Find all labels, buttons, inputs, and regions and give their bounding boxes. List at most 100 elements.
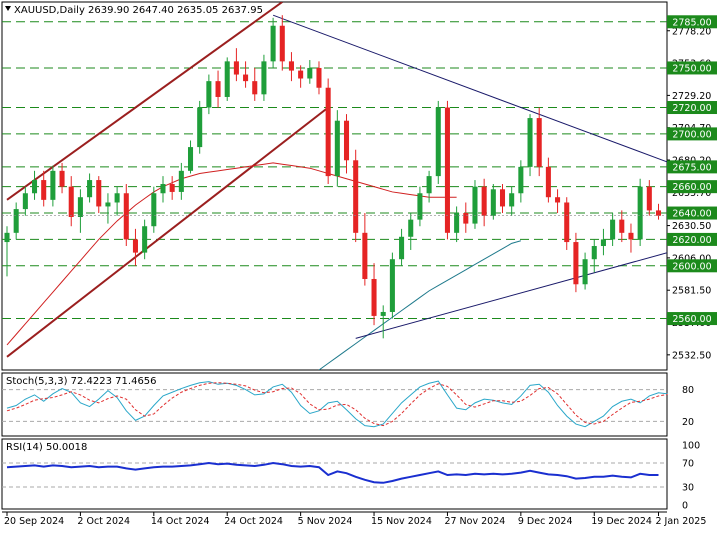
pane-frame-main: [1, 1, 668, 371]
candle-body: [187, 147, 194, 171]
candle-body: [307, 67, 313, 79]
x-tick-label: 27 Nov 2024: [444, 516, 505, 527]
candle-body: [243, 74, 249, 82]
candle-body: [224, 61, 230, 97]
level-tag: [667, 15, 717, 29]
candle-body: [481, 186, 487, 216]
candle-body: [353, 160, 359, 233]
level-tag: [667, 160, 717, 174]
level-tag-label: 2750.00: [672, 63, 711, 74]
candle-body: [77, 197, 83, 217]
candle-body: [591, 246, 597, 260]
level-tag: [667, 259, 717, 273]
level-tag-label: 2720.00: [672, 103, 711, 114]
candle-body: [114, 193, 120, 203]
stoch-label: Stoch(5,3,3) 72.4223 71.4656: [6, 376, 157, 387]
level-tag-label: 2640.00: [672, 209, 711, 220]
rsi-tick-label: 0: [682, 501, 688, 512]
candle-body: [509, 193, 515, 207]
candle-body: [68, 186, 74, 217]
rsi-tick-label: 100: [682, 441, 700, 452]
y-tick-label: 2729.20: [672, 91, 711, 102]
resistance-line: [272, 14, 667, 163]
candle-body: [573, 242, 579, 285]
chart-ohlc-label: 2639.90 2647.40 2635.05 2637.95: [88, 5, 263, 16]
y-tick-label: 2655.70: [672, 188, 711, 199]
candle-body: [637, 186, 643, 240]
candle-body: [96, 180, 102, 207]
candle-body: [380, 311, 386, 316]
rsi-label: RSI(14) 50.0018: [6, 442, 87, 453]
candle-body: [298, 70, 304, 79]
level-tag-label: 2675.00: [672, 162, 711, 173]
candle-body: [454, 213, 460, 233]
x-tick-label: 5 Nov 2024: [298, 516, 353, 527]
candle-body: [619, 219, 625, 233]
candle-body: [408, 219, 414, 237]
y-tick-label: 2606.00: [672, 253, 711, 264]
candle-body: [233, 61, 239, 75]
support-line: [355, 252, 667, 339]
candle-body: [564, 202, 570, 243]
level-tag-label: 2620.00: [672, 235, 711, 246]
y-tick-label: 2778.20: [672, 26, 711, 37]
candle-body: [279, 25, 285, 62]
rsi-line: [6, 461, 659, 484]
candle-body: [59, 170, 65, 187]
candle-body: [41, 180, 47, 200]
level-tag: [667, 61, 717, 75]
pane-frame-stoch: [1, 372, 668, 437]
candle-body: [325, 87, 331, 177]
candle-body: [252, 81, 258, 95]
candle-body: [343, 120, 350, 161]
stoch-tick-label: 80: [682, 385, 694, 396]
channel-lower-line: [6, 106, 329, 358]
level-tag: [667, 101, 717, 115]
y-tick-label: 2630.50: [672, 221, 711, 232]
rsi-tick-label: 70: [682, 459, 694, 470]
candle-body: [555, 197, 561, 203]
candle-body: [13, 209, 19, 233]
y-tick-label: 2581.50: [672, 286, 711, 297]
x-tick-label: 24 Oct 2024: [224, 516, 283, 527]
x-tick-label: 9 Dec 2024: [518, 516, 573, 527]
level-tag-label: 2660.00: [672, 182, 711, 193]
candle-body: [334, 120, 340, 177]
candle-body: [646, 186, 652, 211]
level-tag: [667, 312, 717, 326]
candle-body: [463, 213, 469, 224]
candle-body: [536, 118, 542, 167]
candle-body: [151, 193, 157, 227]
candle-body: [87, 180, 93, 198]
x-tick-label: 20 Sep 2024: [4, 516, 64, 527]
candle-body: [499, 189, 506, 207]
candle-body: [215, 81, 221, 97]
candle-body: [655, 210, 662, 216]
level-tag: [667, 127, 717, 141]
candle-body: [178, 170, 184, 192]
ma-red-line: [6, 162, 457, 346]
candle-body: [197, 107, 203, 148]
candle-body: [527, 118, 533, 167]
level-tag: [667, 232, 717, 246]
candle-body: [545, 166, 551, 198]
stoch-tick-label: 20: [682, 417, 694, 428]
candle-body: [426, 176, 432, 194]
candle-body: [389, 259, 395, 312]
x-tick-label: 14 Oct 2024: [151, 516, 210, 527]
x-tick-label: 2 Jan 2025: [655, 516, 706, 527]
candle-body: [160, 184, 166, 194]
candle-body: [4, 232, 10, 243]
candle-body: [362, 232, 368, 279]
candle-body: [22, 193, 28, 210]
candle-body: [610, 219, 616, 240]
level-tag-label: 2560.00: [672, 314, 711, 325]
channel-upper-line: [6, 2, 283, 201]
candle-body: [472, 186, 478, 224]
x-tick-label: 15 Nov 2024: [371, 516, 432, 527]
candle-body: [417, 193, 423, 220]
pane-frame-rsi: [1, 438, 668, 510]
level-tag-label: 2700.00: [672, 129, 711, 140]
